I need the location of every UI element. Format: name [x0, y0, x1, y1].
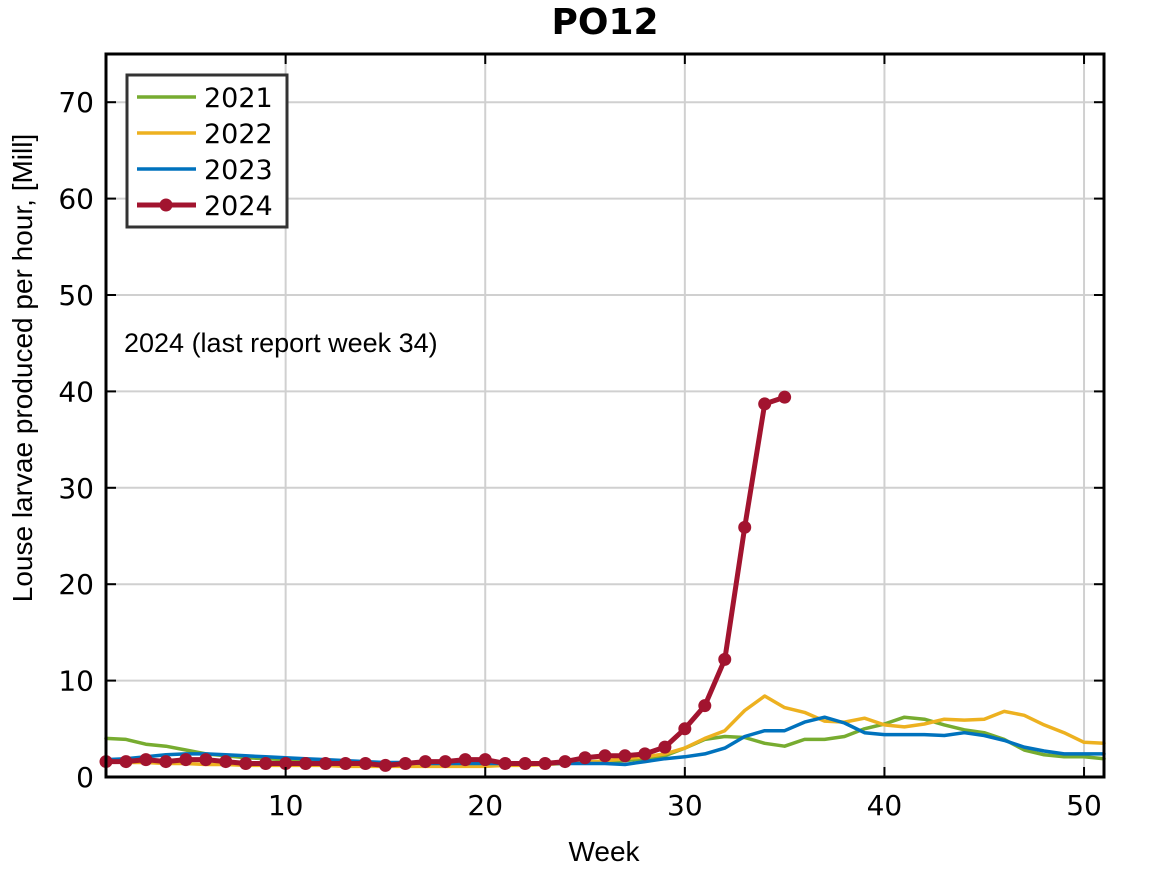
data-point-2024 — [358, 757, 372, 771]
data-point-2024 — [618, 749, 632, 763]
data-point-2024 — [558, 755, 572, 769]
series-line-2024 — [103, 394, 788, 768]
data-point-2024 — [698, 699, 712, 713]
y-tick-label: 60 — [58, 183, 94, 216]
data-point-2024 — [578, 751, 592, 765]
axis-ticks: 10 20 30 40 50 0 10 20 30 40 50 60 70 — [58, 54, 1104, 822]
y-tick-label: 10 — [58, 665, 94, 698]
series-line-2023 — [104, 715, 1106, 767]
data-point-2024 — [339, 757, 353, 771]
y-tick-label: 70 — [58, 86, 94, 119]
data-point-2024 — [239, 757, 253, 771]
series-lines — [99, 390, 1106, 772]
data-point-2024 — [319, 757, 333, 771]
x-tick-label: 10 — [268, 789, 304, 822]
data-point-2024 — [458, 753, 472, 767]
legend-label-2023: 2023 — [204, 155, 273, 186]
x-tick-label: 20 — [467, 789, 503, 822]
data-point-2024 — [538, 757, 552, 771]
data-point-2024 — [498, 757, 512, 771]
data-point-2024 — [219, 755, 233, 769]
data-point-2024 — [159, 755, 173, 769]
data-point-2024 — [678, 722, 692, 736]
x-tick-label: 30 — [667, 789, 703, 822]
data-point-2024 — [778, 390, 792, 404]
y-tick-label: 40 — [58, 375, 94, 408]
data-point-2024 — [598, 749, 612, 763]
data-point-2024 — [279, 757, 293, 771]
data-point-2024 — [378, 758, 392, 772]
plot-area-frame — [104, 52, 1106, 779]
chart-annotation: 2024 (last report week 34) — [124, 328, 438, 358]
data-point-2024 — [179, 753, 193, 767]
data-point-2024 — [718, 652, 732, 666]
x-tick-label: 50 — [1066, 789, 1102, 822]
legend: 2021 2022 2023 2024 — [125, 73, 289, 229]
legend-box — [125, 73, 289, 229]
chart-title: PO12 — [551, 2, 658, 43]
data-point-2024 — [418, 755, 432, 769]
y-tick-label: 20 — [58, 568, 94, 601]
data-point-2024 — [638, 747, 652, 761]
data-point-2024 — [199, 753, 213, 767]
y-tick-label: 30 — [58, 472, 94, 505]
legend-label-2022: 2022 — [204, 119, 273, 150]
data-point-2024 — [758, 397, 772, 411]
data-point-2024 — [438, 755, 452, 769]
data-point-2024 — [518, 757, 532, 771]
data-point-2024 — [119, 755, 133, 769]
data-point-2024 — [398, 757, 412, 771]
y-tick-label: 50 — [58, 279, 94, 312]
y-tick-label: 0 — [76, 761, 94, 794]
x-axis-label: Week — [568, 836, 640, 867]
x-tick-label: 40 — [867, 789, 903, 822]
legend-label-2021: 2021 — [204, 83, 273, 114]
legend-marker-2024 — [159, 198, 173, 212]
data-point-2024 — [299, 757, 313, 771]
data-point-2024 — [139, 753, 153, 767]
y-axis-label: Louse larvae produced per hour, [Mill] — [7, 134, 38, 603]
legend-label-2024: 2024 — [204, 191, 273, 222]
data-point-2024 — [259, 757, 273, 771]
data-point-2024 — [478, 753, 492, 767]
data-point-2024 — [658, 740, 672, 754]
data-point-2024 — [738, 520, 752, 534]
